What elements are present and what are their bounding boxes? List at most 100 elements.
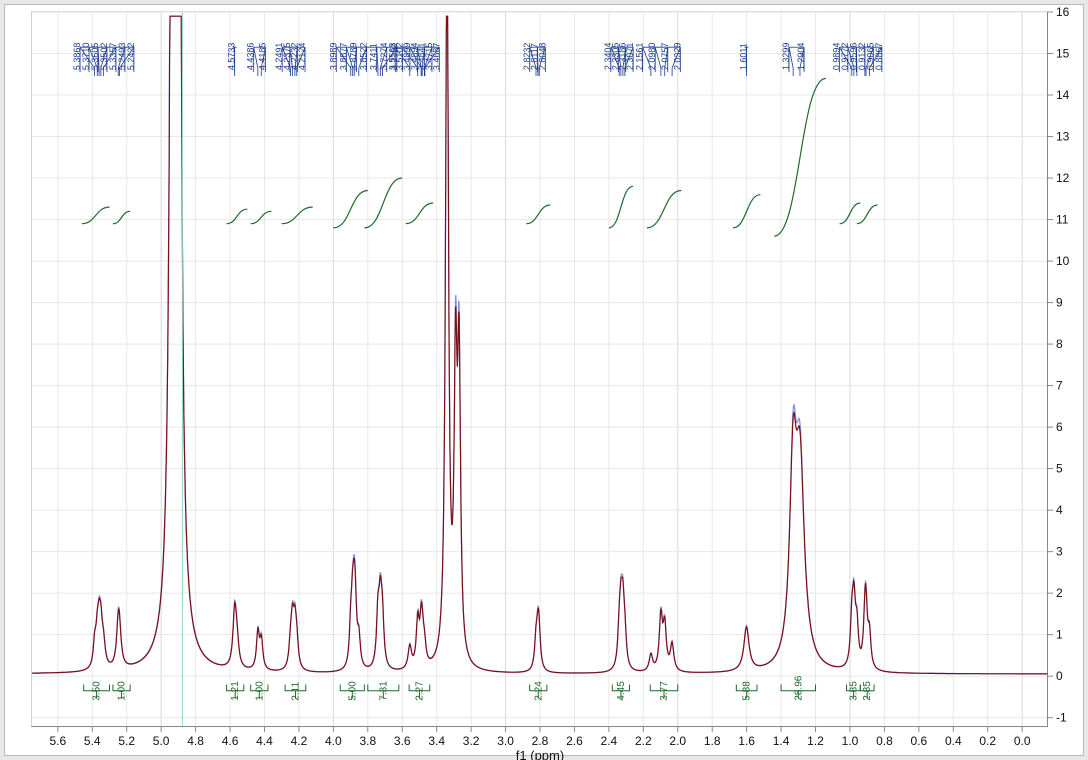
x-tick-label: 1.6 [738,734,755,748]
integral-value: 3.85 [848,681,859,701]
x-tick-label: 3.4 [428,734,445,748]
x-tick-label: 3.2 [463,734,480,748]
integral-curve [774,78,826,236]
grid [32,12,1048,726]
integral-curve [282,207,313,224]
x-tick-label: 5.4 [84,734,101,748]
integral-value: 3.77 [659,681,670,701]
x-tick-label: 0.0 [1014,734,1031,748]
y-tick-label: 5 [1056,462,1063,476]
peak-label: 1.6011 [739,43,749,70]
y-tick-label: 2 [1056,586,1063,600]
y-tick-label: 7 [1056,379,1063,393]
plot-area: -10123456789101112131415160.00.20.40.60.… [31,11,1048,727]
x-tick-label: 3.6 [394,734,411,748]
y-tick-label: 4 [1056,503,1063,517]
x-axis-label: f1 (ppm) [516,748,564,760]
integral-curve [526,205,550,224]
integral-value: 1.00 [254,681,265,701]
x-tick-label: 2.2 [635,734,652,748]
integral-value: 3.50 [92,681,103,701]
x-tick-label: 3.8 [359,734,376,748]
peak-label: 2.8048 [537,43,547,71]
y-tick-label: 15 [1056,47,1070,61]
integral-curve [406,203,434,224]
y-tick-label: 3 [1056,545,1063,559]
integral-curve [364,178,402,228]
x-tick-label: 5.6 [49,734,66,748]
x-tick-label: 2.0 [669,734,686,748]
peak-label: 4.4185 [257,43,267,71]
x-tick-label: 1.8 [704,734,721,748]
y-tick-label: 8 [1056,337,1063,351]
y-tick-label: 16 [1056,5,1070,19]
y-tick-label: -1 [1056,711,1067,725]
y-tick-label: 1 [1056,628,1063,642]
peak-label: 3.8522 [359,43,369,71]
y-tick-label: 6 [1056,420,1063,434]
x-tick-label: 0.4 [945,734,962,748]
integral-curve [647,191,681,228]
x-tick-label: 2.8 [532,734,549,748]
integral-curve [113,211,130,223]
peak-label: 2.0980 [647,43,657,71]
x-tick-label: 5.2 [118,734,135,748]
peak-label: 2.0757 [660,43,670,71]
integral-curve [857,205,878,224]
x-tick-label: 4.0 [325,734,342,748]
x-tick-label: 0.6 [911,734,928,748]
x-tick-label: 5.0 [153,734,170,748]
integral-value: 2.85 [862,681,873,701]
x-tick-label: 4.4 [256,734,273,748]
x-tick-label: 1.4 [773,734,790,748]
integral-curve [333,191,367,228]
integral-curve [251,211,272,223]
integral-value: 2.11 [291,682,302,701]
peak-label: 3.8789 [349,43,359,71]
peak-label: 3.4687 [431,43,441,71]
x-tick-label: 4.6 [222,734,239,748]
integral-value: 28.96 [793,675,804,700]
y-tick-label: 14 [1056,88,1070,102]
y-tick-label: 0 [1056,669,1063,683]
peak-label: 2.3071 [625,43,635,71]
x-tick-label: 2.6 [566,734,583,748]
peak-label: 0.8867 [874,43,884,71]
x-tick-label: 3.0 [497,734,514,748]
peak-label: 4.2124 [297,43,307,71]
peak-label: 4.4386 [246,43,256,71]
y-tick-label: 11 [1056,213,1069,227]
peak-label: 2.0329 [672,43,682,71]
x-tick-label: 2.4 [601,734,618,748]
integral-value: 5.00 [347,681,358,701]
integral-value: 5.88 [742,681,753,701]
plot-svg: -10123456789101112131415160.00.20.40.60.… [32,12,1048,726]
x-tick-label: 4.8 [187,734,204,748]
x-tick-label: 1.2 [807,734,824,748]
integral-curve [609,186,633,228]
y-tick-label: 9 [1056,296,1063,310]
y-tick-label: 12 [1056,171,1070,185]
integral-value: 4.45 [616,681,627,701]
y-tick-label: 13 [1056,130,1070,144]
peak-label: 4.5733 [227,43,237,71]
peak-label: 3.8877 [338,43,348,71]
y-tick-label: 10 [1056,254,1070,268]
x-tick-label: 0.8 [876,734,893,748]
peak-label: 3.8989 [328,43,338,71]
integral-value: 7.31 [378,681,389,701]
x-tick-label: 1.0 [842,734,859,748]
integral-value: 2.24 [533,681,544,701]
peak-label: 1.3299 [781,43,791,71]
peak-label: 1.2904 [796,43,806,71]
peak-label: 3.7411 [369,43,379,70]
nmr-canvas: -10123456789101112131415160.00.20.40.60.… [4,4,1084,756]
integral-value: 1.21 [230,681,241,701]
integral-curve [82,207,110,224]
peak-label: 5.2422 [126,43,136,71]
integral-value: 2.27 [415,681,426,701]
integral-value: 1.00 [117,681,128,701]
x-tick-label: 0.2 [979,734,996,748]
x-tick-label: 4.2 [291,734,308,748]
peak-label: 2.1561 [635,43,645,71]
